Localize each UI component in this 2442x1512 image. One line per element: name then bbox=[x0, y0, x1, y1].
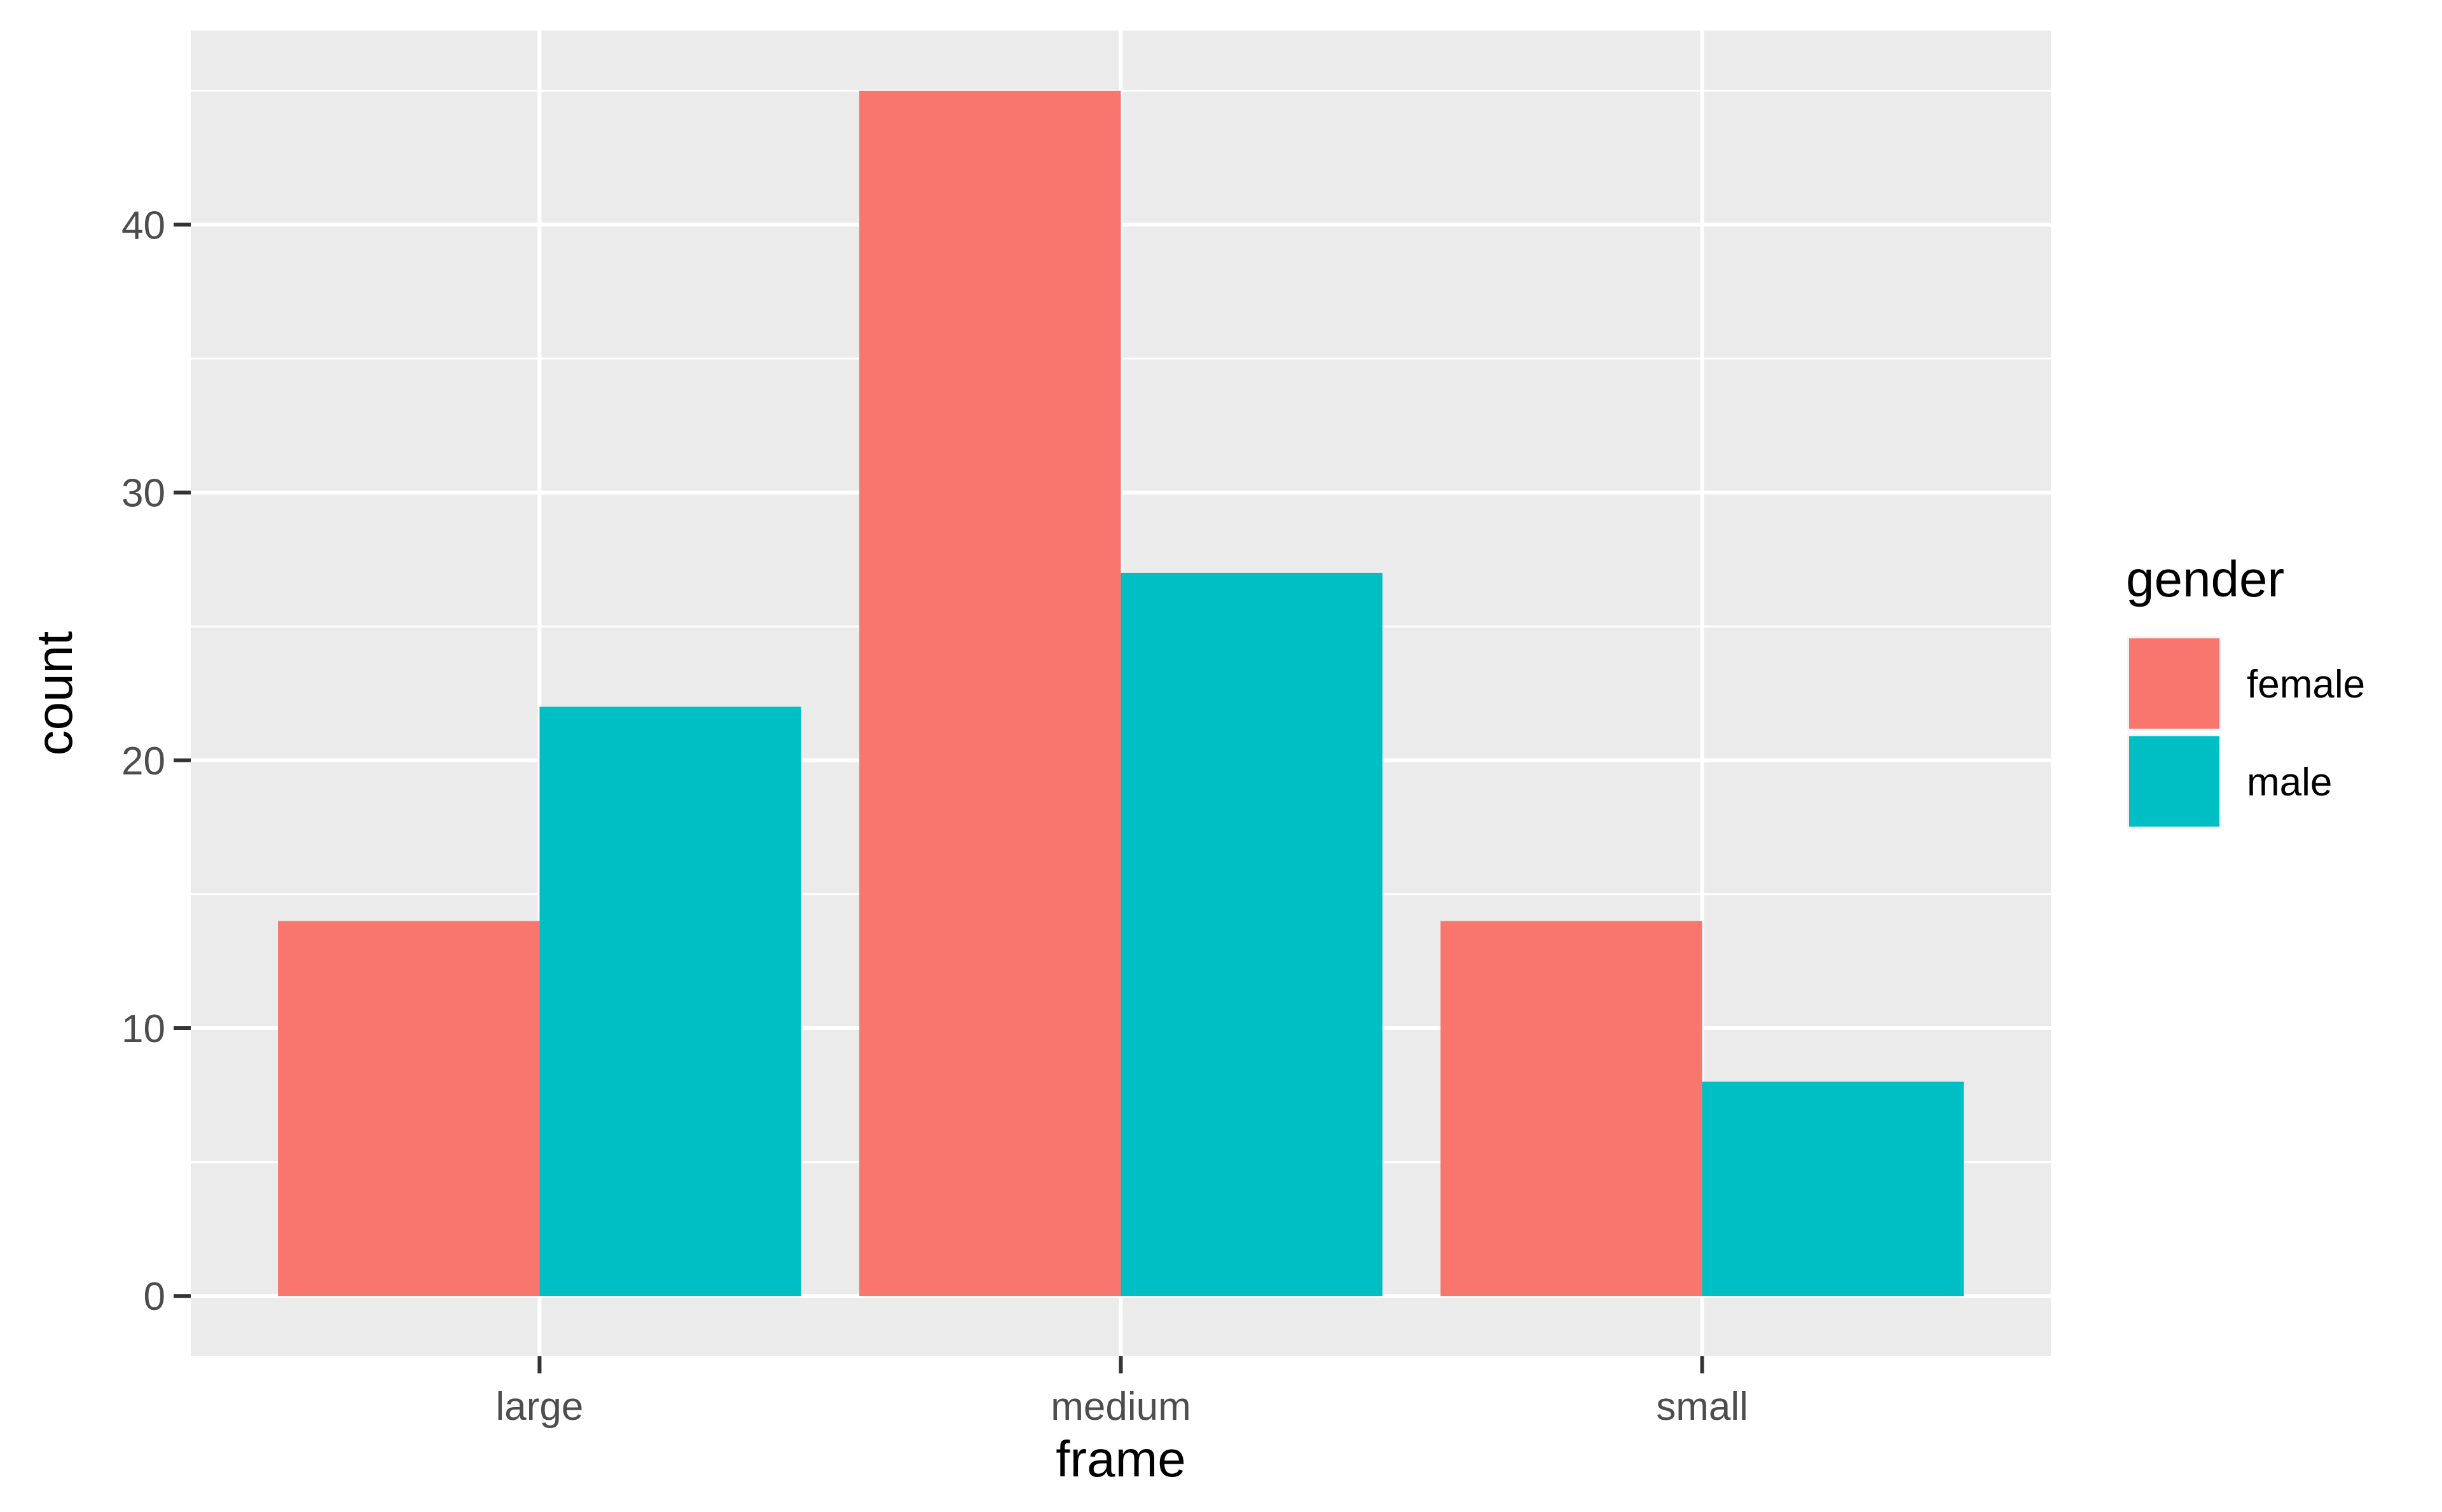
bar-male-large bbox=[539, 706, 801, 1296]
bar-female-small bbox=[1440, 921, 1702, 1296]
y-tick-label: 20 bbox=[121, 739, 165, 783]
y-axis-title: count bbox=[26, 631, 83, 756]
legend-key-male bbox=[2129, 736, 2219, 827]
y-tick-label: 40 bbox=[121, 203, 165, 247]
x-tick-label: medium bbox=[1051, 1385, 1191, 1429]
bar-female-large bbox=[278, 921, 540, 1296]
y-tick-label: 10 bbox=[121, 1007, 165, 1051]
legend-label-female: female bbox=[2247, 663, 2365, 706]
y-axis: 0 10 20 30 40 bbox=[121, 203, 191, 1319]
x-tick-label: small bbox=[1656, 1385, 1748, 1429]
legend: gender female male bbox=[2126, 551, 2365, 828]
x-axis: large medium small bbox=[496, 1356, 1748, 1429]
y-tick-label: 0 bbox=[144, 1275, 165, 1319]
bar-male-small bbox=[1702, 1082, 1964, 1296]
bar-male-medium bbox=[1121, 572, 1383, 1296]
legend-title: gender bbox=[2126, 551, 2284, 607]
bar-female-medium bbox=[859, 90, 1121, 1296]
y-tick-label: 30 bbox=[121, 472, 165, 516]
legend-key-female bbox=[2129, 638, 2219, 729]
bars bbox=[278, 90, 1964, 1296]
x-tick-label: large bbox=[496, 1385, 584, 1429]
x-axis-title: frame bbox=[1056, 1431, 1186, 1487]
legend-label-male: male bbox=[2247, 760, 2332, 804]
